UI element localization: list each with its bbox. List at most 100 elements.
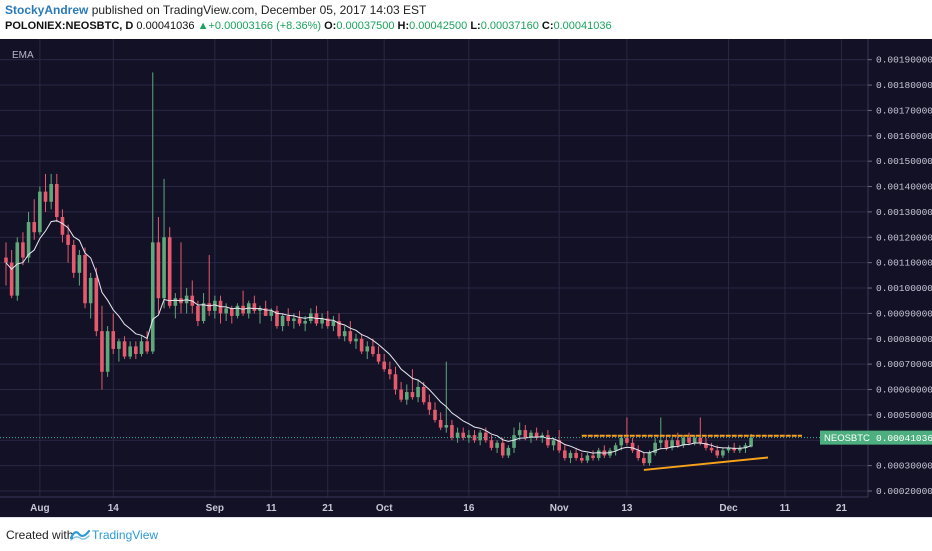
candle-up [26,222,31,258]
candle-up [749,437,753,447]
candle-up [455,432,460,438]
candle-up [568,452,573,459]
low-label: L: [470,20,481,32]
x-tick-label: 11 [780,503,791,514]
open-label: O: [324,20,337,32]
x-tick-label: 11 [266,503,277,514]
candle-down [229,308,234,316]
trendline-support [643,456,769,471]
x-tick-label: 16 [463,503,475,514]
candle-down [21,242,25,258]
ema-layer [5,220,752,454]
candle-down [591,455,595,459]
candle-up [139,341,144,354]
candle-up [117,341,121,349]
candle-down [393,374,398,390]
candles-layer [4,72,753,466]
candle-down [60,216,65,235]
candle-down [275,310,279,327]
candle-up [331,321,336,327]
high-label: H: [397,20,410,32]
price-tag-symbol: NEOSBTC [824,433,870,444]
author-link[interactable]: StockyAndrew [5,3,89,17]
open-value: 0.00037500 [336,20,395,32]
y-tick-label: 0.00020000 [876,486,932,497]
candle-down [715,450,720,456]
candle-down [111,331,116,349]
candle-up [738,447,742,451]
y-tick-label: 0.00050000 [876,410,932,421]
candle-down [698,437,703,443]
candle-up [517,430,522,436]
candle-down [94,277,99,332]
candle-up [658,440,663,443]
candle-up [303,321,307,324]
candle-down [156,242,161,299]
y-tick-label: 0.00130000 [876,207,932,218]
candle-down [134,346,138,354]
candle-down [563,450,567,459]
candle-down [297,318,302,324]
candle-up [201,303,206,322]
publish-info: StockyAndrew published on TradingView.co… [5,3,426,19]
price-axis[interactable] [868,39,932,497]
low-value: 0.00037160 [480,20,539,32]
price-tag-background [820,430,932,445]
candle-up [596,450,601,459]
candle-down [122,341,127,357]
candle-up [77,255,82,273]
candle-up [292,318,296,322]
ema-label[interactable]: EMA [12,50,34,61]
candle-up [647,452,652,464]
candle-down [709,447,714,451]
candle-down [427,402,432,410]
candle-up [404,392,409,400]
last-price-tag: NEOSBTC 0.00041036 [820,430,932,445]
y-tick-label: 0.00030000 [876,461,932,472]
time-axis[interactable] [0,497,932,517]
candle-up [619,437,624,446]
ema-line [5,220,752,454]
candle-down [388,369,392,375]
y-tick-label: 0.00120000 [876,232,932,243]
candle-down [399,389,403,400]
candle-down [66,234,70,245]
candle-up [354,338,358,342]
candle-down [196,305,200,322]
candle-up [38,191,42,233]
candle-up [416,386,420,398]
candle-up [173,298,178,306]
candle-up [512,435,516,448]
symbol-label: POLONIEX:NEOSBTC, D [5,20,134,32]
close-label: C: [541,20,554,32]
candle-up [681,437,686,446]
candle-down [145,341,149,352]
tradingview-brand-link[interactable]: TradingView [92,528,159,542]
last-price: 0.00041036 [136,20,195,32]
time-axis-ticks: Aug 14 Sep 11 21 Oct 16 Nov 13 Dec 11 21 [30,503,847,514]
candle-down [642,458,646,464]
symbol-ohlc-bar: POLONIEX:NEOSBTC, D 0.00041036 ▲+0.00003… [5,20,612,36]
candle-down [687,437,691,443]
candle-down [71,244,76,273]
candle-down [252,303,257,311]
footer: Created with TradingView [0,517,932,551]
candle-up [495,442,499,448]
candle-down [484,432,488,441]
candle-down [382,361,386,370]
x-tick-label: 13 [621,503,633,514]
y-tick-label: 0.00170000 [876,105,932,116]
candle-down [43,191,48,202]
x-tick-label: 14 [108,503,120,514]
price-chart[interactable]: 0.00190000 0.00180000 0.00170000 0.00160000… [0,39,932,517]
tradingview-logo-icon[interactable] [70,527,90,541]
y-tick-label: 0.00070000 [876,359,932,370]
candle-down [534,432,539,438]
candle-up [105,331,110,372]
candle-up [551,440,556,446]
candle-down [450,425,454,438]
candle-down [579,458,584,461]
price-axis-ticks: 0.00190000 0.00180000 0.00170000 0.00160000… [868,55,932,497]
candle-down [9,262,14,296]
candle-down [630,442,635,451]
